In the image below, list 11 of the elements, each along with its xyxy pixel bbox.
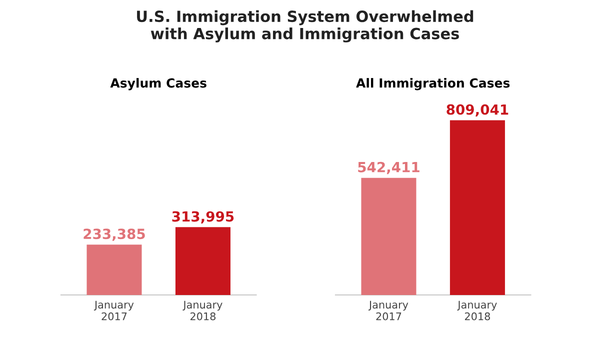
x-tick-label: January 2018 xyxy=(182,300,222,320)
text: U.S. Immigration System Overwhelmed with Asylum and Immigration Cases xyxy=(137,10,474,42)
x-tick-label: January 2017 xyxy=(94,300,134,320)
x-tick-label: January 2017 xyxy=(368,300,408,320)
chart-subtitle: Asylum Cases xyxy=(110,78,206,90)
chart-subtitle: All Immigration Cases xyxy=(356,78,510,90)
data-label: 313,995 xyxy=(172,211,234,224)
x-tick-label: January 2018 xyxy=(457,300,497,320)
data-label: 233,385 xyxy=(84,228,145,241)
data-label: 542,411 xyxy=(358,162,420,174)
data-label: 809,041 xyxy=(446,104,508,117)
